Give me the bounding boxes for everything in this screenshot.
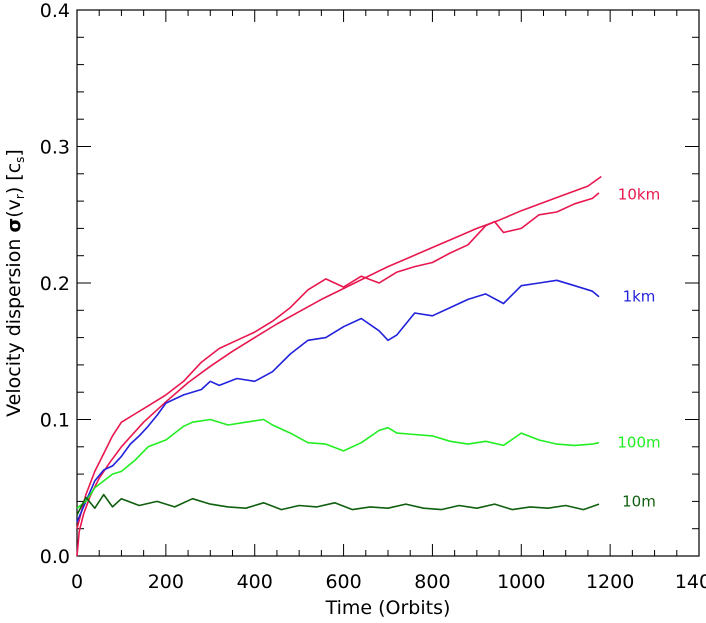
series-label-10km: 10km bbox=[618, 185, 660, 203]
y-axis: 0.0 0.1 0.2 0.3 0.4 bbox=[40, 0, 699, 568]
y-axis-title: Velocity dispersion σ(vr) [cs] bbox=[3, 149, 27, 417]
y-tick-label: 0.3 bbox=[40, 137, 70, 159]
series-label-100m: 100m bbox=[617, 434, 660, 452]
x-tick-label: 200 bbox=[148, 571, 184, 593]
series-label-1km: 1km bbox=[623, 288, 656, 306]
y-axis-title-end: ] bbox=[3, 149, 25, 156]
x-tick-label: 400 bbox=[237, 571, 273, 593]
y-axis-title-close: ) [c bbox=[3, 163, 25, 194]
x-axis-title: Time (Orbits) bbox=[325, 597, 451, 619]
series-labels: 10km 1km 100m 10m bbox=[617, 185, 660, 510]
y-tick-label: 0.2 bbox=[40, 273, 70, 295]
series-line-10m bbox=[76, 493, 600, 516]
y-tick-label: 0.0 bbox=[40, 546, 70, 568]
series-line-10km-fit bbox=[76, 175, 602, 557]
plot-frame bbox=[76, 9, 700, 557]
series-line-1km bbox=[76, 279, 600, 523]
y-axis-title-prefix: Velocity dispersion bbox=[3, 233, 25, 417]
series-label-10m: 10m bbox=[622, 492, 656, 510]
x-tick-label: 0 bbox=[71, 571, 83, 593]
y-tick-label: 0.1 bbox=[40, 410, 70, 432]
series-line-100m bbox=[76, 418, 600, 509]
y-axis-title-sigma: σ bbox=[3, 218, 25, 233]
y-axis-title-sub-r: r bbox=[13, 194, 27, 199]
x-tick-label: 800 bbox=[414, 571, 450, 593]
y-axis-title-open: (v bbox=[3, 199, 25, 218]
y-tick-label: 0.4 bbox=[40, 0, 70, 22]
series-line-10km bbox=[76, 192, 600, 529]
x-tick-label: 1000 bbox=[497, 571, 545, 593]
x-tick-label: 600 bbox=[325, 571, 361, 593]
x-tick-label: 1200 bbox=[586, 571, 634, 593]
y-axis-title-sub-s: s bbox=[13, 157, 27, 163]
series-layer bbox=[76, 175, 602, 557]
